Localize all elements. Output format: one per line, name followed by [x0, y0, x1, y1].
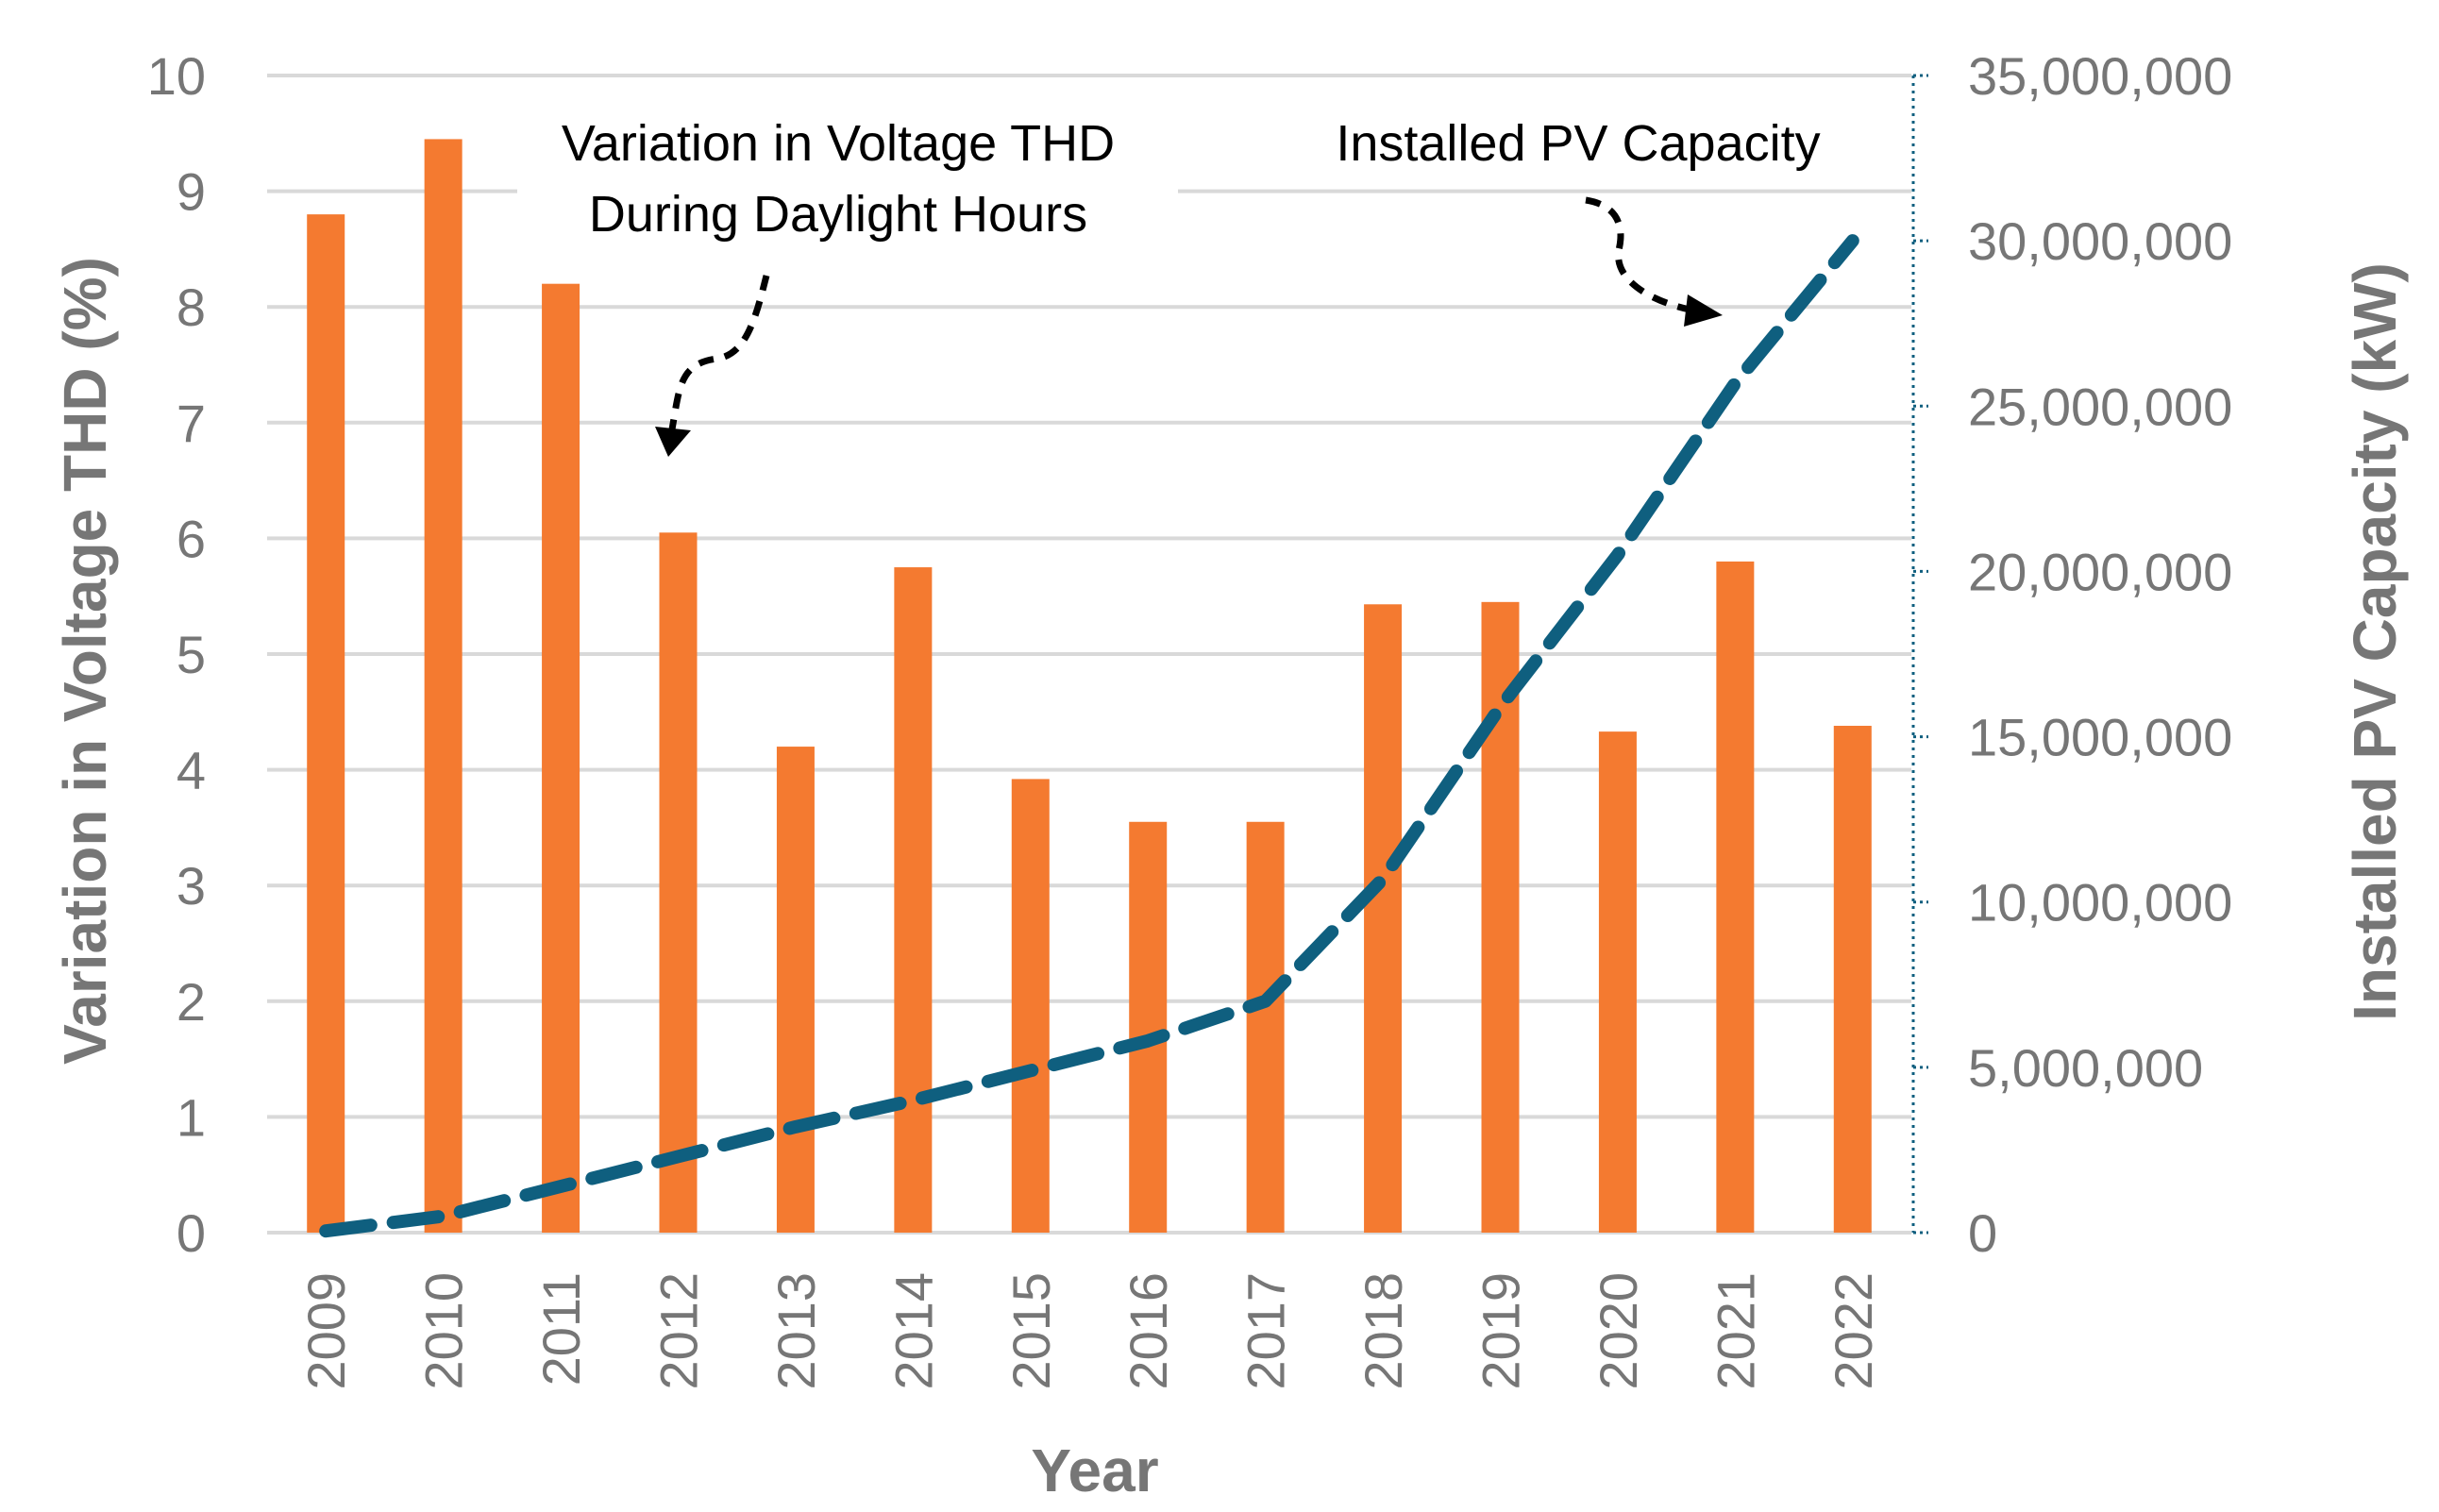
right-tick-label: 0	[1968, 1203, 1997, 1263]
left-tick-label: 2	[177, 972, 206, 1032]
x-tick-label: 2018	[1354, 1272, 1413, 1390]
x-tick-label: 2014	[883, 1272, 943, 1390]
pv-annotation-arrowhead	[1684, 294, 1723, 327]
right-tick-labels: 0 5,000,000 10,000,000 15,000,000 20,000,000…	[1968, 46, 2232, 1263]
left-tick-label: 0	[177, 1203, 206, 1263]
left-axis-title: Variation in Voltage THD (%)	[51, 257, 119, 1065]
bar-2020	[1598, 731, 1637, 1233]
x-tick-label: 2022	[1824, 1272, 1883, 1390]
right-tick-label: 30,000,000	[1968, 211, 2232, 271]
bar-2016	[1129, 821, 1168, 1233]
bar-2021	[1716, 561, 1755, 1233]
x-tick-label: 2016	[1119, 1272, 1178, 1390]
bar-2015	[1011, 779, 1050, 1233]
bars	[307, 139, 1872, 1234]
x-tick-label: 2015	[1001, 1272, 1061, 1390]
x-tick-label: 2009	[296, 1272, 356, 1390]
x-tick-label: 2011	[531, 1272, 591, 1386]
left-tick-labels: 0 1 2 3 4 5 6 7 8 9 10	[147, 46, 206, 1263]
x-axis-title: Year	[1031, 1436, 1158, 1504]
left-tick-label: 5	[177, 625, 206, 684]
bar-2022	[1833, 726, 1872, 1233]
thd-annotation-line1: Variation in Voltage THD	[562, 115, 1115, 172]
pv-annotation: Installed PV Capacity	[1336, 115, 1820, 172]
x-tick-labels: 2009 2010 2011 2012 2013 2014 2015 2016 2017 2018…	[296, 1272, 1883, 1390]
bar-2012	[659, 532, 698, 1233]
left-tick-label: 10	[147, 46, 206, 106]
x-tick-label: 2010	[414, 1272, 474, 1390]
x-tick-label: 2021	[1706, 1272, 1765, 1390]
bar-2018	[1364, 604, 1403, 1233]
right-tick-label: 35,000,000	[1968, 46, 2232, 106]
pv-annotation-bg	[1284, 99, 1850, 184]
x-tick-label: 2019	[1472, 1272, 1531, 1390]
bar-2010	[424, 139, 463, 1234]
left-tick-label: 6	[177, 509, 206, 568]
x-tick-label: 2020	[1589, 1272, 1648, 1390]
thd-annotation-arrowhead	[655, 427, 691, 457]
left-tick-label: 3	[177, 856, 206, 916]
right-tick-label: 5,000,000	[1968, 1038, 2203, 1098]
bar-2009	[307, 214, 345, 1233]
pv-capacity-line	[319, 234, 1859, 1238]
x-tick-label: 2017	[1236, 1272, 1296, 1390]
x-tick-label: 2012	[649, 1272, 709, 1390]
gridlines	[267, 74, 1911, 1235]
right-axis	[1911, 74, 1928, 1235]
left-tick-label: 4	[177, 741, 206, 800]
right-tick-label: 25,000,000	[1968, 377, 2232, 436]
left-tick-label: 7	[177, 394, 206, 453]
thd-annotation-bg	[517, 99, 1178, 250]
left-tick-label: 1	[177, 1087, 206, 1147]
thd-annotation-arrow	[668, 275, 770, 430]
thd-annotation-line2: During Daylight Hours	[589, 186, 1087, 243]
left-tick-label: 9	[177, 162, 206, 222]
pv-line-group	[319, 234, 1859, 1238]
x-tick-label: 2013	[766, 1272, 826, 1390]
right-tick-label: 20,000,000	[1968, 542, 2232, 601]
bar-2013	[776, 747, 815, 1233]
bar-2017	[1246, 821, 1285, 1233]
right-tick-label: 10,000,000	[1968, 873, 2232, 932]
bar-2019	[1481, 601, 1520, 1233]
left-tick-label: 8	[177, 277, 206, 337]
pv-annotation-arrow	[1585, 196, 1690, 313]
right-tick-label: 15,000,000	[1968, 708, 2232, 767]
bar-2014	[894, 567, 933, 1233]
right-axis-title: Installed PV Capacity (kW)	[2341, 262, 2409, 1021]
bar-2011	[542, 283, 580, 1233]
